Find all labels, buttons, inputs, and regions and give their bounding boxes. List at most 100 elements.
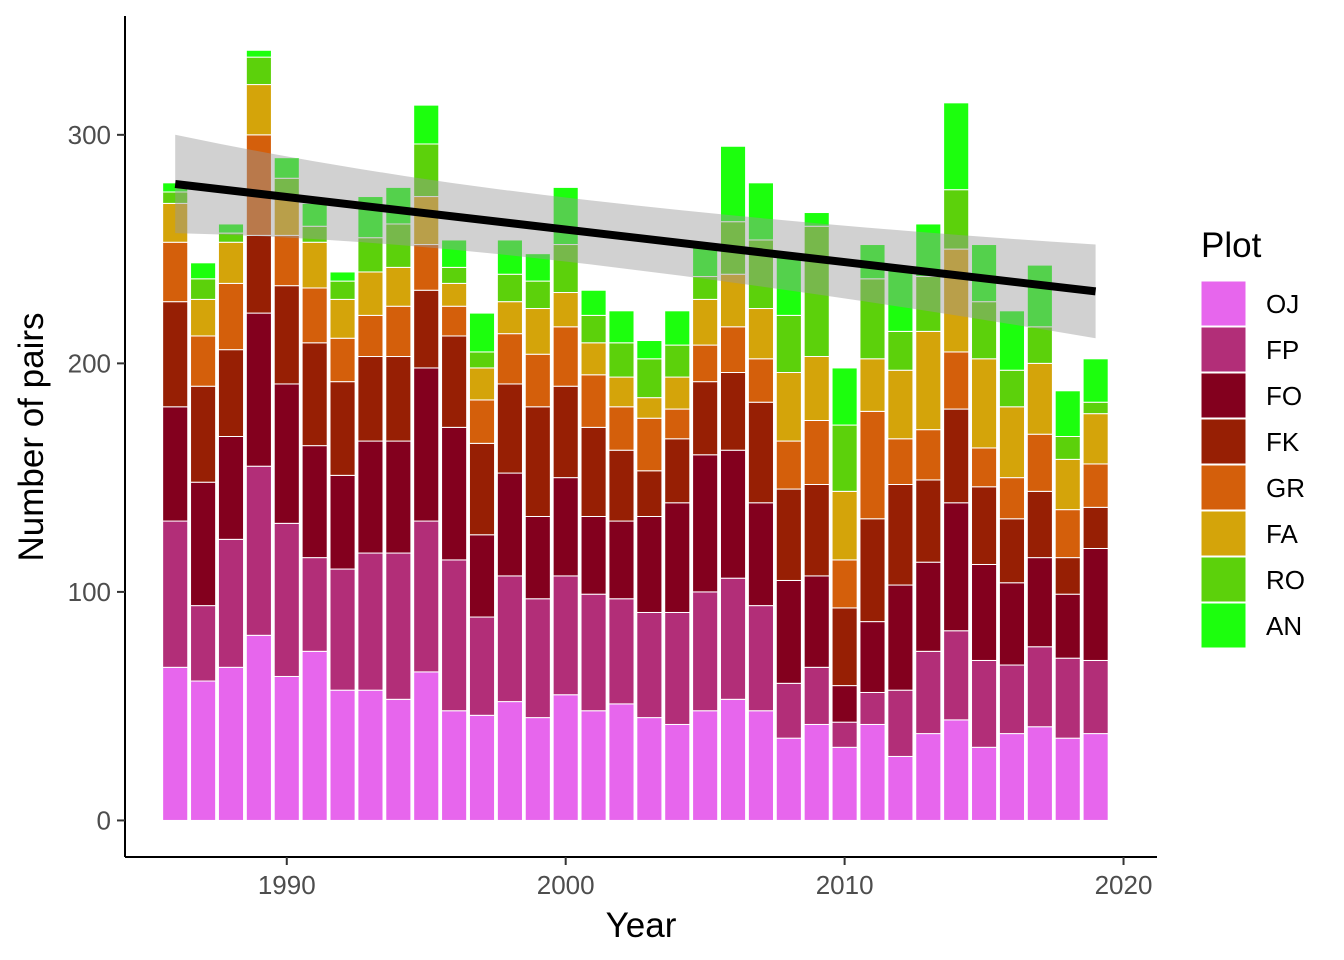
bar-fk-1993 xyxy=(357,356,384,442)
bar-gr-1993 xyxy=(357,314,384,358)
bar-fa-1987 xyxy=(190,298,217,337)
bar-gr-1988 xyxy=(217,282,245,351)
bar-fp-2003 xyxy=(636,611,663,719)
legend-label-fp: FP xyxy=(1266,335,1299,365)
bar-fo-1988 xyxy=(217,436,245,540)
bar-gr-2017 xyxy=(1026,433,1053,492)
bar-oj-2008 xyxy=(775,737,802,821)
bar-fo-2017 xyxy=(1026,557,1053,648)
bar-an-2017 xyxy=(1026,264,1053,328)
bar-fo-1991 xyxy=(301,445,328,559)
bar-gr-2014 xyxy=(943,351,970,410)
bar-fp-2006 xyxy=(719,577,747,700)
bar-fo-2005 xyxy=(692,454,719,593)
bar-gr-1996 xyxy=(441,305,468,337)
bar-fp-1988 xyxy=(217,538,245,668)
bar-fk-1999 xyxy=(524,406,551,517)
bar-gr-1999 xyxy=(524,353,551,408)
bar-fk-1986 xyxy=(162,301,189,408)
bar-fp-1993 xyxy=(357,552,384,691)
bar-fa-2011 xyxy=(859,358,886,412)
bar-an-2010 xyxy=(831,367,858,426)
bar-fa-1990 xyxy=(273,198,300,236)
bar-an-2001 xyxy=(580,289,607,316)
bar-fk-1989 xyxy=(245,234,272,314)
bar-fo-1999 xyxy=(524,515,551,600)
bar-ro-2016 xyxy=(998,369,1026,408)
bar-fo-1993 xyxy=(357,440,384,554)
bar-fo-2006 xyxy=(719,449,747,579)
bar-fa-2004 xyxy=(664,376,691,410)
bar-ro-1998 xyxy=(496,273,523,303)
bar-ro-2010 xyxy=(831,424,858,492)
bar-fo-2008 xyxy=(775,579,802,684)
bar-oj-2009 xyxy=(803,723,830,821)
bar-ro-2019 xyxy=(1082,401,1109,415)
bar-fa-2006 xyxy=(719,273,747,328)
bar-fa-2005 xyxy=(692,298,719,346)
bar-fa-1988 xyxy=(217,241,245,284)
bar-oj-1994 xyxy=(385,698,412,821)
bar-fa-2015 xyxy=(971,358,998,449)
bar-gr-2008 xyxy=(775,440,802,490)
bar-fp-2010 xyxy=(831,721,858,748)
legend-label-gr: GR xyxy=(1266,473,1305,503)
bar-oj-1990 xyxy=(273,675,300,821)
bar-fo-2002 xyxy=(608,520,635,600)
bar-fk-2003 xyxy=(636,470,663,517)
bar-fa-2000 xyxy=(552,292,579,328)
bar-fp-2013 xyxy=(915,650,942,735)
bar-an-2009 xyxy=(803,212,830,227)
bar-fa-1998 xyxy=(496,301,523,335)
bar-fk-1987 xyxy=(190,385,217,483)
bar-an-2007 xyxy=(747,182,774,241)
bar-gr-2005 xyxy=(692,344,719,383)
bar-fa-1999 xyxy=(524,308,551,355)
bar-an-1988 xyxy=(217,223,245,234)
legend-swatch-an xyxy=(1200,602,1247,649)
bar-an-1989 xyxy=(245,49,272,58)
bar-oj-2004 xyxy=(664,723,691,821)
y-tick-label-0: 0 xyxy=(97,805,111,835)
bar-fk-2016 xyxy=(998,518,1026,584)
bar-ro-1989 xyxy=(245,56,272,86)
bar-fp-1996 xyxy=(441,559,468,712)
bar-fk-1992 xyxy=(329,381,356,476)
axes-layer xyxy=(124,16,1157,858)
x-tick-label-2010: 2010 xyxy=(816,870,874,900)
bar-oj-1998 xyxy=(496,701,523,821)
bar-gr-2001 xyxy=(580,374,607,428)
bar-fp-2014 xyxy=(943,630,970,721)
bar-ro-2015 xyxy=(971,301,998,360)
bar-gr-2007 xyxy=(747,358,774,403)
bar-an-2019 xyxy=(1082,358,1109,403)
bar-ro-1992 xyxy=(329,280,356,300)
bar-gr-1998 xyxy=(496,333,523,385)
bar-an-1998 xyxy=(496,239,523,275)
bar-fp-1989 xyxy=(245,465,272,636)
bar-oj-2005 xyxy=(692,710,719,821)
bar-gr-2011 xyxy=(859,410,886,520)
bar-fo-2019 xyxy=(1082,547,1109,661)
bar-oj-2017 xyxy=(1026,726,1053,821)
bar-fo-2015 xyxy=(971,563,998,661)
bar-gr-2006 xyxy=(719,326,747,374)
bar-fk-1990 xyxy=(273,285,300,385)
bar-an-1990 xyxy=(273,157,300,179)
bar-fo-1992 xyxy=(329,474,356,570)
legend-swatch-fo xyxy=(1200,372,1247,419)
bar-fo-2004 xyxy=(664,502,691,613)
bar-gr-1986 xyxy=(162,241,189,303)
bar-fo-2010 xyxy=(831,685,858,723)
bar-ro-2008 xyxy=(775,314,802,374)
bar-ro-2014 xyxy=(943,189,970,250)
bar-fa-2010 xyxy=(831,490,858,561)
bar-an-2012 xyxy=(887,266,914,332)
ticks-layer: 0 100 200 300 1990 2000 2010 2020 xyxy=(68,120,1153,900)
bar-fk-1995 xyxy=(413,289,440,369)
legend-label-fa: FA xyxy=(1266,519,1298,549)
legend-swatch-fp xyxy=(1200,326,1247,373)
bar-fk-2001 xyxy=(580,426,607,517)
legend-swatch-gr xyxy=(1200,464,1247,511)
bar-oj-2011 xyxy=(859,723,886,821)
